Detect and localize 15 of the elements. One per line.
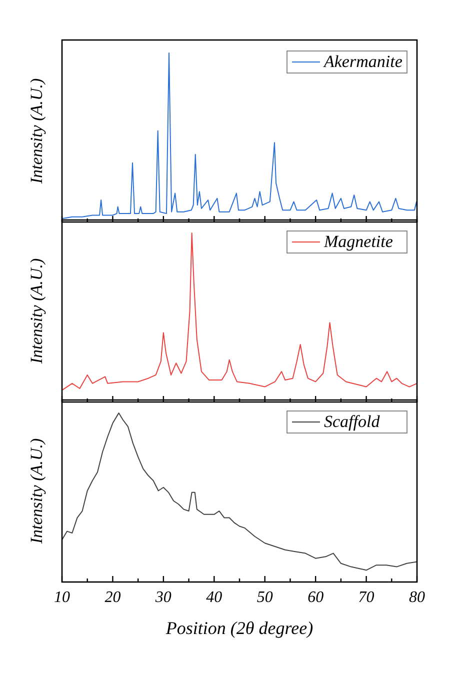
x-tick-label: 50 — [256, 589, 273, 606]
x-tick-label: 70 — [358, 589, 374, 606]
x-tick-label: 20 — [104, 589, 121, 606]
x-tick-label: 40 — [206, 589, 222, 606]
legend-label: Scaffold — [324, 412, 380, 431]
legend-label: Magnetite — [323, 232, 394, 251]
y-axis-title: Intensity (A.U.) — [27, 258, 46, 365]
x-tick-label: 80 — [409, 589, 425, 606]
x-tick-label: 10 — [54, 589, 70, 606]
y-axis-title: Intensity (A.U.) — [27, 438, 46, 545]
y-axis-title: Intensity (A.U.) — [27, 78, 46, 185]
x-tick-label: 60 — [308, 589, 324, 606]
legend-label: Akermanite — [323, 52, 403, 71]
x-axis-title: Position (2θ degree) — [164, 618, 314, 638]
x-tick-label: 30 — [154, 589, 172, 606]
